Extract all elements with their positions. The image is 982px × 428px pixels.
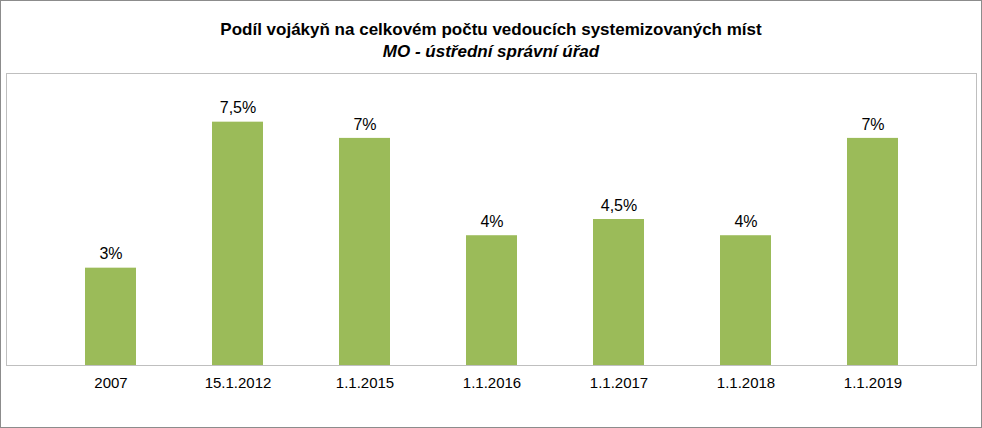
svg-text:1.1.2016: 1.1.2016: [463, 374, 521, 391]
svg-text:4%: 4%: [734, 213, 757, 230]
svg-text:7%: 7%: [353, 116, 376, 133]
svg-text:7%: 7%: [861, 116, 884, 133]
svg-text:2007: 2007: [94, 374, 127, 391]
svg-text:1.1.2015: 1.1.2015: [336, 374, 394, 391]
svg-text:1.1.2017: 1.1.2017: [590, 374, 648, 391]
svg-text:3%: 3%: [99, 245, 122, 262]
svg-text:7,5%: 7,5%: [220, 99, 256, 116]
svg-text:4%: 4%: [480, 213, 503, 230]
svg-text:1.1.2019: 1.1.2019: [844, 374, 902, 391]
svg-text:4,5%: 4,5%: [601, 197, 637, 214]
html-text:Podíl vojákyň na celkovém počt: Podíl vojákyň na celkovém počtu vedoucíc…: [220, 20, 762, 39]
svg-text:1.1.2018: 1.1.2018: [717, 374, 775, 391]
html-text:MO - ústřední správní úřad: MO - ústřední správní úřad: [382, 42, 600, 61]
svg-text:15.1.2012: 15.1.2012: [205, 374, 272, 391]
